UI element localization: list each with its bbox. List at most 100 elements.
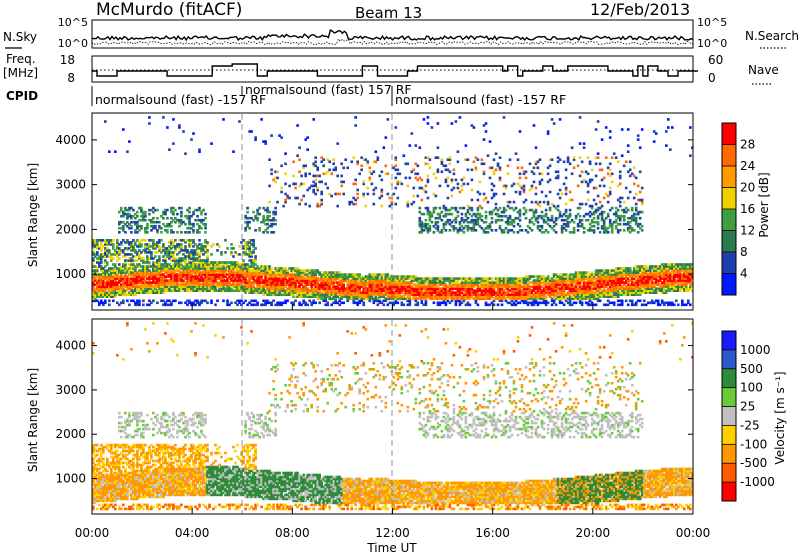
echo-cell bbox=[280, 190, 283, 194]
echo-cell bbox=[238, 275, 241, 278]
echo-cell bbox=[178, 245, 181, 248]
echo-cell bbox=[524, 216, 528, 220]
echo-cell bbox=[192, 259, 195, 262]
echo-cell bbox=[492, 291, 496, 295]
echo-cell bbox=[154, 283, 157, 287]
echo-cell bbox=[96, 245, 99, 248]
echo-cell bbox=[394, 277, 398, 280]
echo-cell bbox=[442, 224, 446, 228]
echo-cell bbox=[164, 283, 167, 287]
echo-cell bbox=[366, 291, 370, 295]
echo-cell bbox=[98, 281, 101, 284]
echo-cell bbox=[472, 283, 476, 287]
echo-cell bbox=[546, 200, 550, 204]
echo-cell bbox=[96, 281, 99, 284]
echo-cell bbox=[134, 243, 137, 246]
echo-cell bbox=[338, 279, 341, 282]
echo-cell bbox=[236, 299, 239, 303]
echo-cell bbox=[124, 269, 127, 272]
echo-cell bbox=[372, 273, 376, 276]
echo-cell bbox=[380, 190, 384, 194]
echo-cell bbox=[368, 178, 372, 182]
echo-cell bbox=[428, 216, 432, 220]
echo-cell bbox=[192, 210, 195, 214]
echo-cell bbox=[312, 283, 315, 287]
echo-cell bbox=[198, 277, 201, 280]
echo-cell bbox=[166, 267, 169, 270]
echo-cell bbox=[262, 299, 265, 303]
echo-cell bbox=[416, 172, 420, 176]
echo-cell bbox=[180, 263, 183, 266]
echo-cell bbox=[122, 212, 125, 216]
echo-cell bbox=[168, 303, 171, 307]
echo-cell bbox=[188, 226, 191, 230]
echo-cell bbox=[418, 210, 422, 214]
echo-cell bbox=[196, 231, 199, 234]
echo-cell bbox=[120, 291, 123, 295]
echo-cell bbox=[438, 231, 442, 234]
echo-cell bbox=[104, 243, 107, 246]
echo-cell bbox=[122, 229, 125, 232]
echo-cell bbox=[532, 180, 536, 184]
echo-cell bbox=[286, 281, 289, 284]
echo-cell bbox=[104, 241, 107, 244]
echo-cell bbox=[386, 192, 390, 196]
echo-cell bbox=[112, 253, 115, 256]
echo-cell bbox=[164, 277, 167, 280]
echo-cell bbox=[150, 257, 153, 260]
echo-cell bbox=[484, 303, 488, 307]
echo-cell bbox=[312, 174, 315, 178]
echo-cell bbox=[268, 218, 271, 222]
echo-cell bbox=[348, 285, 351, 289]
echo-cell bbox=[422, 118, 426, 121]
echo-cell bbox=[158, 239, 161, 242]
echo-cell bbox=[170, 273, 173, 276]
echo-cell bbox=[364, 283, 368, 287]
echo-cell bbox=[136, 231, 139, 234]
echo-cell bbox=[466, 293, 470, 297]
echo-cell bbox=[252, 261, 255, 264]
echo-cell bbox=[150, 281, 153, 284]
echo-cell bbox=[414, 277, 418, 280]
echo-cell bbox=[364, 281, 368, 284]
echo-cell bbox=[354, 182, 357, 186]
echo-cell bbox=[168, 249, 171, 252]
echo-cell bbox=[490, 212, 494, 216]
echo-cell bbox=[100, 283, 103, 287]
echo-cell bbox=[224, 267, 227, 270]
echo-cell bbox=[294, 273, 297, 276]
echo-cell bbox=[208, 263, 211, 266]
echo-cell bbox=[182, 220, 185, 224]
echo-cell bbox=[510, 277, 514, 280]
echo-cell bbox=[166, 224, 169, 228]
echo-cell bbox=[332, 271, 335, 274]
echo-cell bbox=[500, 295, 504, 299]
echo-cell bbox=[502, 206, 506, 210]
echo-cell bbox=[476, 158, 480, 162]
echo-cell bbox=[418, 220, 422, 224]
echo-cell bbox=[510, 222, 514, 226]
echo-cell bbox=[268, 184, 271, 188]
echo-cell bbox=[262, 283, 265, 287]
echo-cell bbox=[236, 261, 239, 264]
echo-cell bbox=[190, 285, 193, 289]
echo-cell bbox=[400, 297, 404, 301]
echo-cell bbox=[490, 295, 494, 299]
echo-cell bbox=[414, 299, 418, 303]
echo-cell bbox=[512, 289, 516, 293]
echo-cell bbox=[444, 303, 448, 307]
echo-cell bbox=[138, 218, 141, 222]
echo-cell bbox=[216, 261, 219, 264]
echo-cell bbox=[520, 293, 524, 297]
echo-cell bbox=[456, 279, 460, 282]
echo-cell bbox=[104, 273, 107, 276]
echo-cell bbox=[202, 253, 205, 256]
echo-cell bbox=[314, 156, 317, 160]
echo-cell bbox=[486, 226, 490, 230]
echo-cell bbox=[122, 226, 125, 230]
echo-cell bbox=[370, 293, 374, 297]
echo-cell bbox=[450, 277, 454, 280]
echo-cell bbox=[292, 287, 295, 291]
echo-cell bbox=[102, 267, 105, 270]
echo-cell bbox=[470, 188, 474, 192]
